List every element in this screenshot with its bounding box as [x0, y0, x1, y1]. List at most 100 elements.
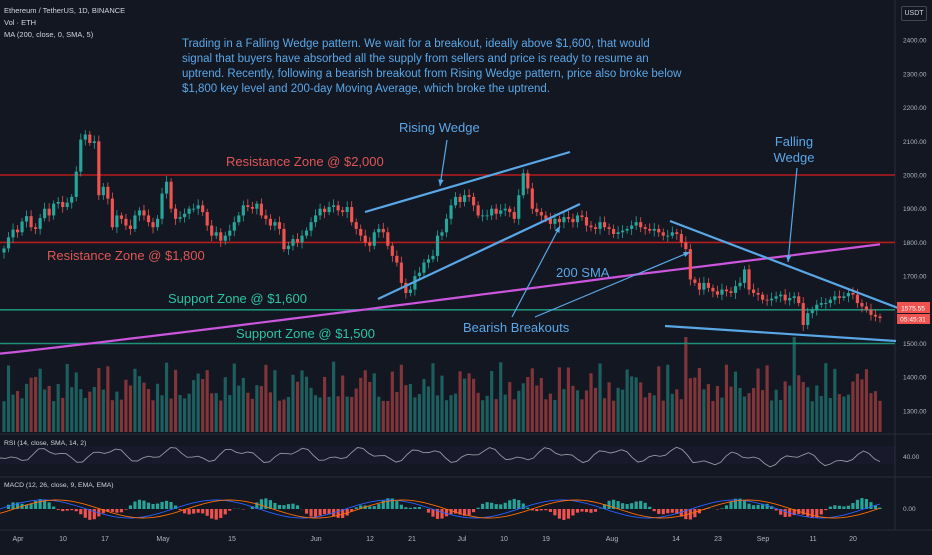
- volume-bar: [761, 390, 764, 432]
- falling-wedge-label-1: Falling: [775, 134, 813, 149]
- candle-body: [598, 222, 601, 229]
- volume-bar: [508, 382, 511, 432]
- macd-bar: [576, 509, 579, 513]
- macd-bar: [206, 509, 209, 516]
- candle-body: [775, 296, 778, 298]
- volume-bar: [328, 397, 331, 432]
- falling-wedge-label-2: Wedge: [774, 150, 815, 165]
- volume-bar: [278, 401, 281, 432]
- x-tick-label: Apr: [13, 536, 25, 543]
- macd-bar: [188, 509, 191, 514]
- volume-bar: [269, 392, 272, 432]
- candle-body: [323, 209, 326, 212]
- volume-bar: [133, 369, 136, 432]
- volume-bar: [309, 388, 312, 432]
- candle-body: [228, 231, 231, 236]
- candle-body: [553, 219, 556, 224]
- x-tick-label: 19: [542, 536, 550, 543]
- candle-body: [675, 232, 678, 234]
- macd-bar: [165, 501, 168, 509]
- macd-bar: [400, 505, 403, 509]
- candle-body: [671, 232, 674, 235]
- volume-bar: [228, 395, 231, 432]
- volume-bar: [851, 382, 854, 432]
- volume-bar: [644, 397, 647, 432]
- volume-bar: [16, 391, 19, 432]
- macd-bar: [169, 502, 172, 509]
- volume-bar: [869, 393, 872, 432]
- macd-bar: [585, 509, 588, 512]
- macd-bar: [504, 503, 507, 509]
- candle-body: [436, 236, 439, 256]
- volume-bar: [20, 398, 23, 432]
- volume-bar: [829, 398, 832, 432]
- volume-bar: [431, 363, 434, 432]
- candle-body: [386, 232, 389, 245]
- y-tick-label: 1400.00: [903, 375, 927, 382]
- candle-body: [680, 234, 683, 242]
- volume-bar: [517, 391, 520, 432]
- y-tick-label: 2300.00: [903, 71, 927, 78]
- macd-bar: [540, 509, 543, 510]
- candle-body: [391, 246, 394, 256]
- macd-bar: [66, 509, 69, 511]
- candle-body: [824, 303, 827, 304]
- support-1600-label: Support Zone @ $1,600: [168, 291, 307, 306]
- macd-bar: [495, 504, 498, 509]
- macd-bar: [111, 509, 114, 512]
- volume-bar: [251, 399, 254, 432]
- candle-body: [653, 229, 656, 231]
- volume-bar: [11, 395, 14, 432]
- candle-body: [269, 219, 272, 226]
- volume-bar: [142, 383, 145, 432]
- candle-body: [278, 222, 281, 229]
- candle-body: [635, 222, 638, 225]
- x-tick-label: Sep: [757, 536, 770, 543]
- macd-bar: [413, 507, 416, 509]
- candle-body: [201, 205, 204, 212]
- support-1500-label: Support Zone @ $1,500: [236, 326, 375, 341]
- candle-body: [815, 305, 818, 310]
- volume-bar: [400, 365, 403, 432]
- volume-bar: [237, 386, 240, 432]
- macd-bar: [477, 508, 480, 509]
- candle-body: [300, 236, 303, 243]
- volume-bar: [115, 392, 118, 432]
- volume-bar: [657, 366, 660, 432]
- candle-body: [716, 291, 719, 294]
- volume-bar: [716, 386, 719, 432]
- breakout-arrow-left: [512, 226, 560, 317]
- candle-body: [531, 188, 534, 208]
- candle-body: [328, 207, 331, 212]
- candle-body: [657, 229, 660, 232]
- macd-bar: [291, 504, 294, 509]
- volume-bar: [793, 337, 796, 432]
- macd-bar: [752, 505, 755, 509]
- candle-body: [395, 256, 398, 263]
- macd-bar: [84, 509, 87, 518]
- candle-body: [260, 204, 263, 216]
- candle-body: [188, 209, 191, 214]
- candle-body: [869, 310, 872, 315]
- volume-bar: [693, 378, 696, 432]
- currency-button[interactable]: USDT: [901, 6, 927, 21]
- volume-bar: [567, 367, 570, 432]
- x-tick-label: 10: [500, 536, 508, 543]
- candle-body: [273, 222, 276, 225]
- macd-bar: [811, 509, 814, 518]
- volume-bar: [757, 369, 760, 432]
- falling-wedge-lower: [665, 326, 896, 341]
- candle-body: [567, 217, 570, 219]
- y-tick-label: 1500.00: [903, 341, 927, 348]
- candle-body: [43, 209, 46, 218]
- macd-bar: [743, 501, 746, 509]
- macd-bar: [607, 501, 610, 509]
- candle-body: [662, 232, 665, 235]
- macd-bar: [228, 509, 231, 511]
- macd-bar: [666, 509, 669, 513]
- volume-bar: [562, 389, 565, 432]
- macd-bar: [287, 504, 290, 509]
- candle-body: [287, 246, 290, 249]
- volume-bar: [626, 370, 629, 432]
- volume-bar: [499, 362, 502, 432]
